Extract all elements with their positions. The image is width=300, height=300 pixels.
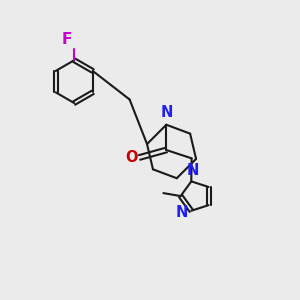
- Text: O: O: [125, 150, 138, 165]
- Text: N: N: [187, 163, 199, 178]
- Text: N: N: [176, 205, 188, 220]
- Text: F: F: [61, 32, 72, 47]
- Text: N: N: [160, 105, 172, 120]
